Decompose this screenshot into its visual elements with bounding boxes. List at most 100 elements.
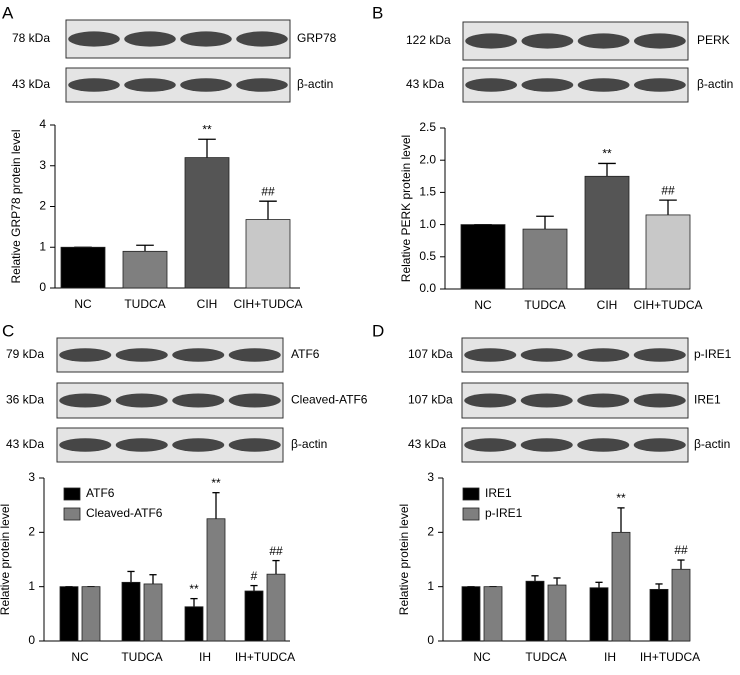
blot-label: β-actin [297, 77, 333, 91]
blot-band [172, 348, 225, 362]
x-tick-label: CIH [197, 297, 218, 311]
x-tick-label: TUDCA [124, 297, 165, 311]
blot-band [236, 78, 288, 92]
x-tick-label: IH+TUDCA [640, 650, 700, 664]
significance-mark: ** [211, 476, 221, 490]
y-tick-label: 2 [39, 199, 46, 213]
y-tick-label: 1 [39, 239, 46, 253]
bar [671, 568, 691, 642]
blot-band [59, 393, 112, 408]
bar [547, 584, 567, 642]
bar [589, 587, 609, 642]
blot-band [521, 33, 574, 49]
bar [244, 590, 264, 642]
y-tick-label: 2 [28, 525, 35, 539]
blot-band [172, 393, 225, 408]
significance-mark: ## [674, 543, 688, 557]
blot-band [59, 438, 112, 452]
y-tick-label: 0 [39, 280, 46, 294]
bar [460, 224, 506, 290]
blot-band [464, 393, 517, 408]
y-tick-label: 1 [427, 579, 434, 593]
x-tick-label: CIH+TUDCA [633, 298, 702, 312]
x-tick-label: IH [199, 650, 211, 664]
blot-label: p-IRE1 [694, 347, 732, 361]
blot-band [633, 348, 686, 362]
legend-label: IRE1 [485, 486, 512, 500]
blot-band [464, 348, 517, 362]
bar [184, 157, 230, 289]
blot-label: IRE1 [694, 393, 721, 407]
blot-band [577, 348, 630, 362]
x-tick-label: IH+TUDCA [235, 650, 295, 664]
blot-band [577, 438, 630, 452]
y-tick-label: 1 [28, 579, 35, 593]
legend-swatch [462, 487, 480, 501]
y-tick-label: 3 [427, 470, 434, 484]
blot-band [465, 33, 517, 49]
blot-band [520, 348, 573, 362]
blot-band [59, 348, 112, 362]
y-tick-label: 1.5 [419, 185, 436, 199]
legend-label: p-IRE1 [485, 506, 523, 520]
blot-size: 43 kDa [12, 77, 50, 91]
bar [81, 586, 101, 642]
blot-size: 107 kDa [408, 347, 453, 361]
bar [122, 250, 168, 289]
blot-band [577, 393, 630, 408]
y-tick-label: 0 [28, 633, 35, 647]
blot-band [180, 78, 232, 92]
significance-mark: ** [602, 147, 612, 161]
x-tick-label: TUDCA [525, 650, 566, 664]
y-tick-label: 3 [39, 158, 46, 172]
panel-label: C [2, 321, 14, 340]
blot-label: β-actin [694, 437, 730, 451]
y-tick-label: 4 [39, 117, 46, 131]
bar [525, 580, 545, 642]
blot-band [520, 438, 573, 452]
bar [461, 586, 481, 642]
bar [143, 583, 163, 642]
blot-band [68, 78, 120, 92]
legend-label: Cleaved-ATF6 [86, 506, 163, 520]
x-tick-label: TUDCA [524, 298, 565, 312]
blot-size: 43 kDa [408, 437, 446, 451]
blot-band [172, 438, 225, 452]
x-tick-label: NC [71, 650, 89, 664]
bar [645, 214, 691, 290]
x-tick-label: IH [604, 650, 616, 664]
y-tick-label: 0.5 [419, 249, 436, 263]
blot-label: Cleaved-ATF6 [291, 393, 368, 407]
x-tick-label: CIH+TUDCA [233, 297, 302, 311]
blot-label: β-actin [697, 77, 733, 91]
significance-mark: # [251, 569, 258, 583]
blot-band [124, 78, 176, 92]
y-tick-label: 2.0 [419, 152, 436, 166]
bar [611, 531, 631, 642]
blot-label: β-actin [291, 437, 327, 451]
blot-band [634, 78, 686, 92]
blot-band [577, 78, 630, 92]
bar [206, 518, 226, 642]
blot-label: GRP78 [297, 31, 337, 45]
blot-label: ATF6 [291, 347, 320, 361]
legend-swatch [462, 507, 480, 521]
blot-size: 79 kDa [6, 347, 44, 361]
significance-mark: ** [616, 491, 626, 505]
x-tick-label: NC [473, 650, 491, 664]
blot-size: 78 kDa [12, 31, 50, 45]
blot-label: PERK [697, 33, 730, 47]
blot-band [115, 438, 168, 452]
y-axis-label: Relative PERK protein level [399, 135, 413, 282]
blot-band [465, 78, 517, 92]
x-tick-label: NC [74, 297, 92, 311]
blot-band [115, 348, 168, 362]
bar [59, 586, 79, 642]
blot-band [68, 31, 120, 47]
x-tick-label: CIH [597, 298, 618, 312]
bar [649, 588, 669, 642]
blot-size: 107 kDa [408, 393, 453, 407]
y-tick-label: 2 [427, 525, 434, 539]
x-tick-label: NC [474, 298, 492, 312]
blot-band [577, 33, 630, 49]
